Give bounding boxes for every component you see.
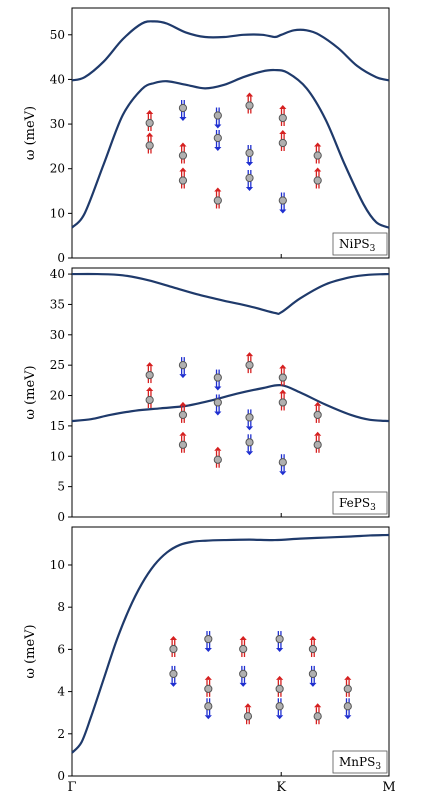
- y-tick-label: 8: [57, 600, 65, 614]
- spin-glyph: [278, 105, 287, 126]
- y-tick-label: 35: [50, 297, 65, 311]
- spin-glyph: [313, 703, 322, 725]
- spin-glyph: [213, 369, 222, 391]
- y-tick-label: 10: [50, 558, 65, 572]
- spin-glyph: [145, 362, 154, 384]
- nips3-panel: 0 10 20 30 40 50 ω (meV) NiPS3: [23, 7, 390, 265]
- feps3-panel: 0 5 10 15 20 25 30 35 40 ω (meV) FePS3: [23, 267, 390, 524]
- spin-glyph: [278, 130, 287, 151]
- x-tick-label: Γ: [67, 780, 76, 795]
- y-tick-label: 15: [50, 419, 65, 433]
- y-axis-label: ω (meV): [23, 106, 38, 160]
- axes-frame: [71, 267, 390, 518]
- y-axis-label: ω (meV): [23, 624, 38, 678]
- y-tick-label: 30: [50, 328, 65, 342]
- spin-glyph: [204, 698, 213, 720]
- y-tick-label: 20: [50, 389, 65, 403]
- y-tick-label: 40: [50, 267, 65, 281]
- spin-glyph: [245, 170, 254, 191]
- spin-glyph: [343, 698, 352, 720]
- dispersion-curve-1: [71, 272, 390, 316]
- legend-box: [332, 750, 388, 774]
- spin-glyph: [245, 352, 254, 374]
- y-axis-label: ω (meV): [23, 365, 38, 419]
- spin-glyph: [178, 357, 188, 379]
- y-tick-label: 2: [57, 727, 65, 741]
- axes-frame: [71, 526, 390, 777]
- spin-glyph: [169, 636, 178, 658]
- y-tick-label: 4: [57, 685, 65, 699]
- spin-glyph: [213, 107, 222, 129]
- spin-glyph: [213, 187, 222, 209]
- spin-glyph: [178, 431, 188, 453]
- spin-glyph: [239, 665, 248, 687]
- spin-glyph: [313, 401, 322, 423]
- legend-label: FePS3: [339, 496, 376, 513]
- spin-glyph: [145, 132, 154, 154]
- spin-glyph: [275, 631, 284, 653]
- legend-label: NiPS3: [339, 237, 376, 254]
- spin-glyph: [178, 401, 188, 423]
- y-tick-label: 6: [57, 642, 65, 656]
- y-tick-label: 0: [57, 769, 65, 783]
- spin-glyph: [308, 665, 318, 687]
- spin-glyph: [313, 142, 322, 164]
- y-tick-label: 10: [50, 449, 65, 463]
- spin-glyph: [178, 100, 188, 121]
- spin-glyph: [213, 446, 222, 468]
- legend-box: [332, 232, 388, 256]
- spin-glyph: [275, 675, 284, 697]
- spin-glyph: [178, 167, 188, 189]
- dispersion-curve-1: [71, 533, 390, 754]
- axes-frame: [71, 7, 390, 259]
- spin-glyph: [278, 389, 287, 411]
- spin-glyph: [204, 675, 213, 697]
- spin-glyph: [278, 454, 287, 476]
- y-tick-label: 40: [50, 72, 65, 86]
- dispersion-curve-2: [71, 383, 390, 423]
- y-tick-label: 30: [50, 117, 65, 131]
- y-tick-label: 10: [50, 206, 65, 220]
- legend-subscript: 3: [370, 244, 376, 254]
- legend-label: MnPS3: [339, 755, 381, 772]
- legend-box: [332, 491, 388, 515]
- y-tick-label: 25: [50, 358, 65, 372]
- x-tick-label: M: [382, 780, 395, 795]
- spin-glyph: [145, 386, 154, 408]
- spin-glyph: [245, 145, 254, 166]
- spin-glyph: [278, 364, 287, 386]
- spin-glyph: [343, 675, 352, 697]
- y-tick-label: 5: [57, 480, 65, 494]
- dispersion-curve-1: [71, 20, 390, 82]
- y-tick-label: 0: [57, 251, 65, 265]
- spin-glyph: [169, 665, 178, 687]
- spin-glyph: [213, 394, 222, 416]
- spin-glyph: [178, 142, 188, 164]
- spin-glyph: [145, 110, 154, 131]
- spin-glyph: [213, 130, 222, 151]
- legend-subscript: 3: [375, 762, 381, 772]
- spin-glyph: [313, 167, 322, 189]
- spin-glyph: [204, 631, 213, 653]
- spin-glyph: [278, 192, 287, 214]
- spin-glyph: [275, 698, 284, 720]
- spin-glyph: [245, 434, 254, 456]
- spin-glyph: [313, 431, 322, 453]
- spin-glyph: [239, 636, 248, 658]
- y-tick-label: 20: [50, 162, 65, 176]
- spin-glyph: [308, 636, 318, 658]
- x-tick-label: K: [276, 780, 286, 795]
- y-tick-label: 50: [50, 28, 65, 42]
- dispersion-curve-2: [71, 68, 390, 229]
- spin-glyph: [245, 92, 254, 114]
- spin-glyph: [243, 703, 253, 725]
- spin-glyph: [245, 409, 254, 431]
- y-tick-label: 0: [57, 510, 65, 524]
- legend-subscript: 3: [370, 503, 376, 513]
